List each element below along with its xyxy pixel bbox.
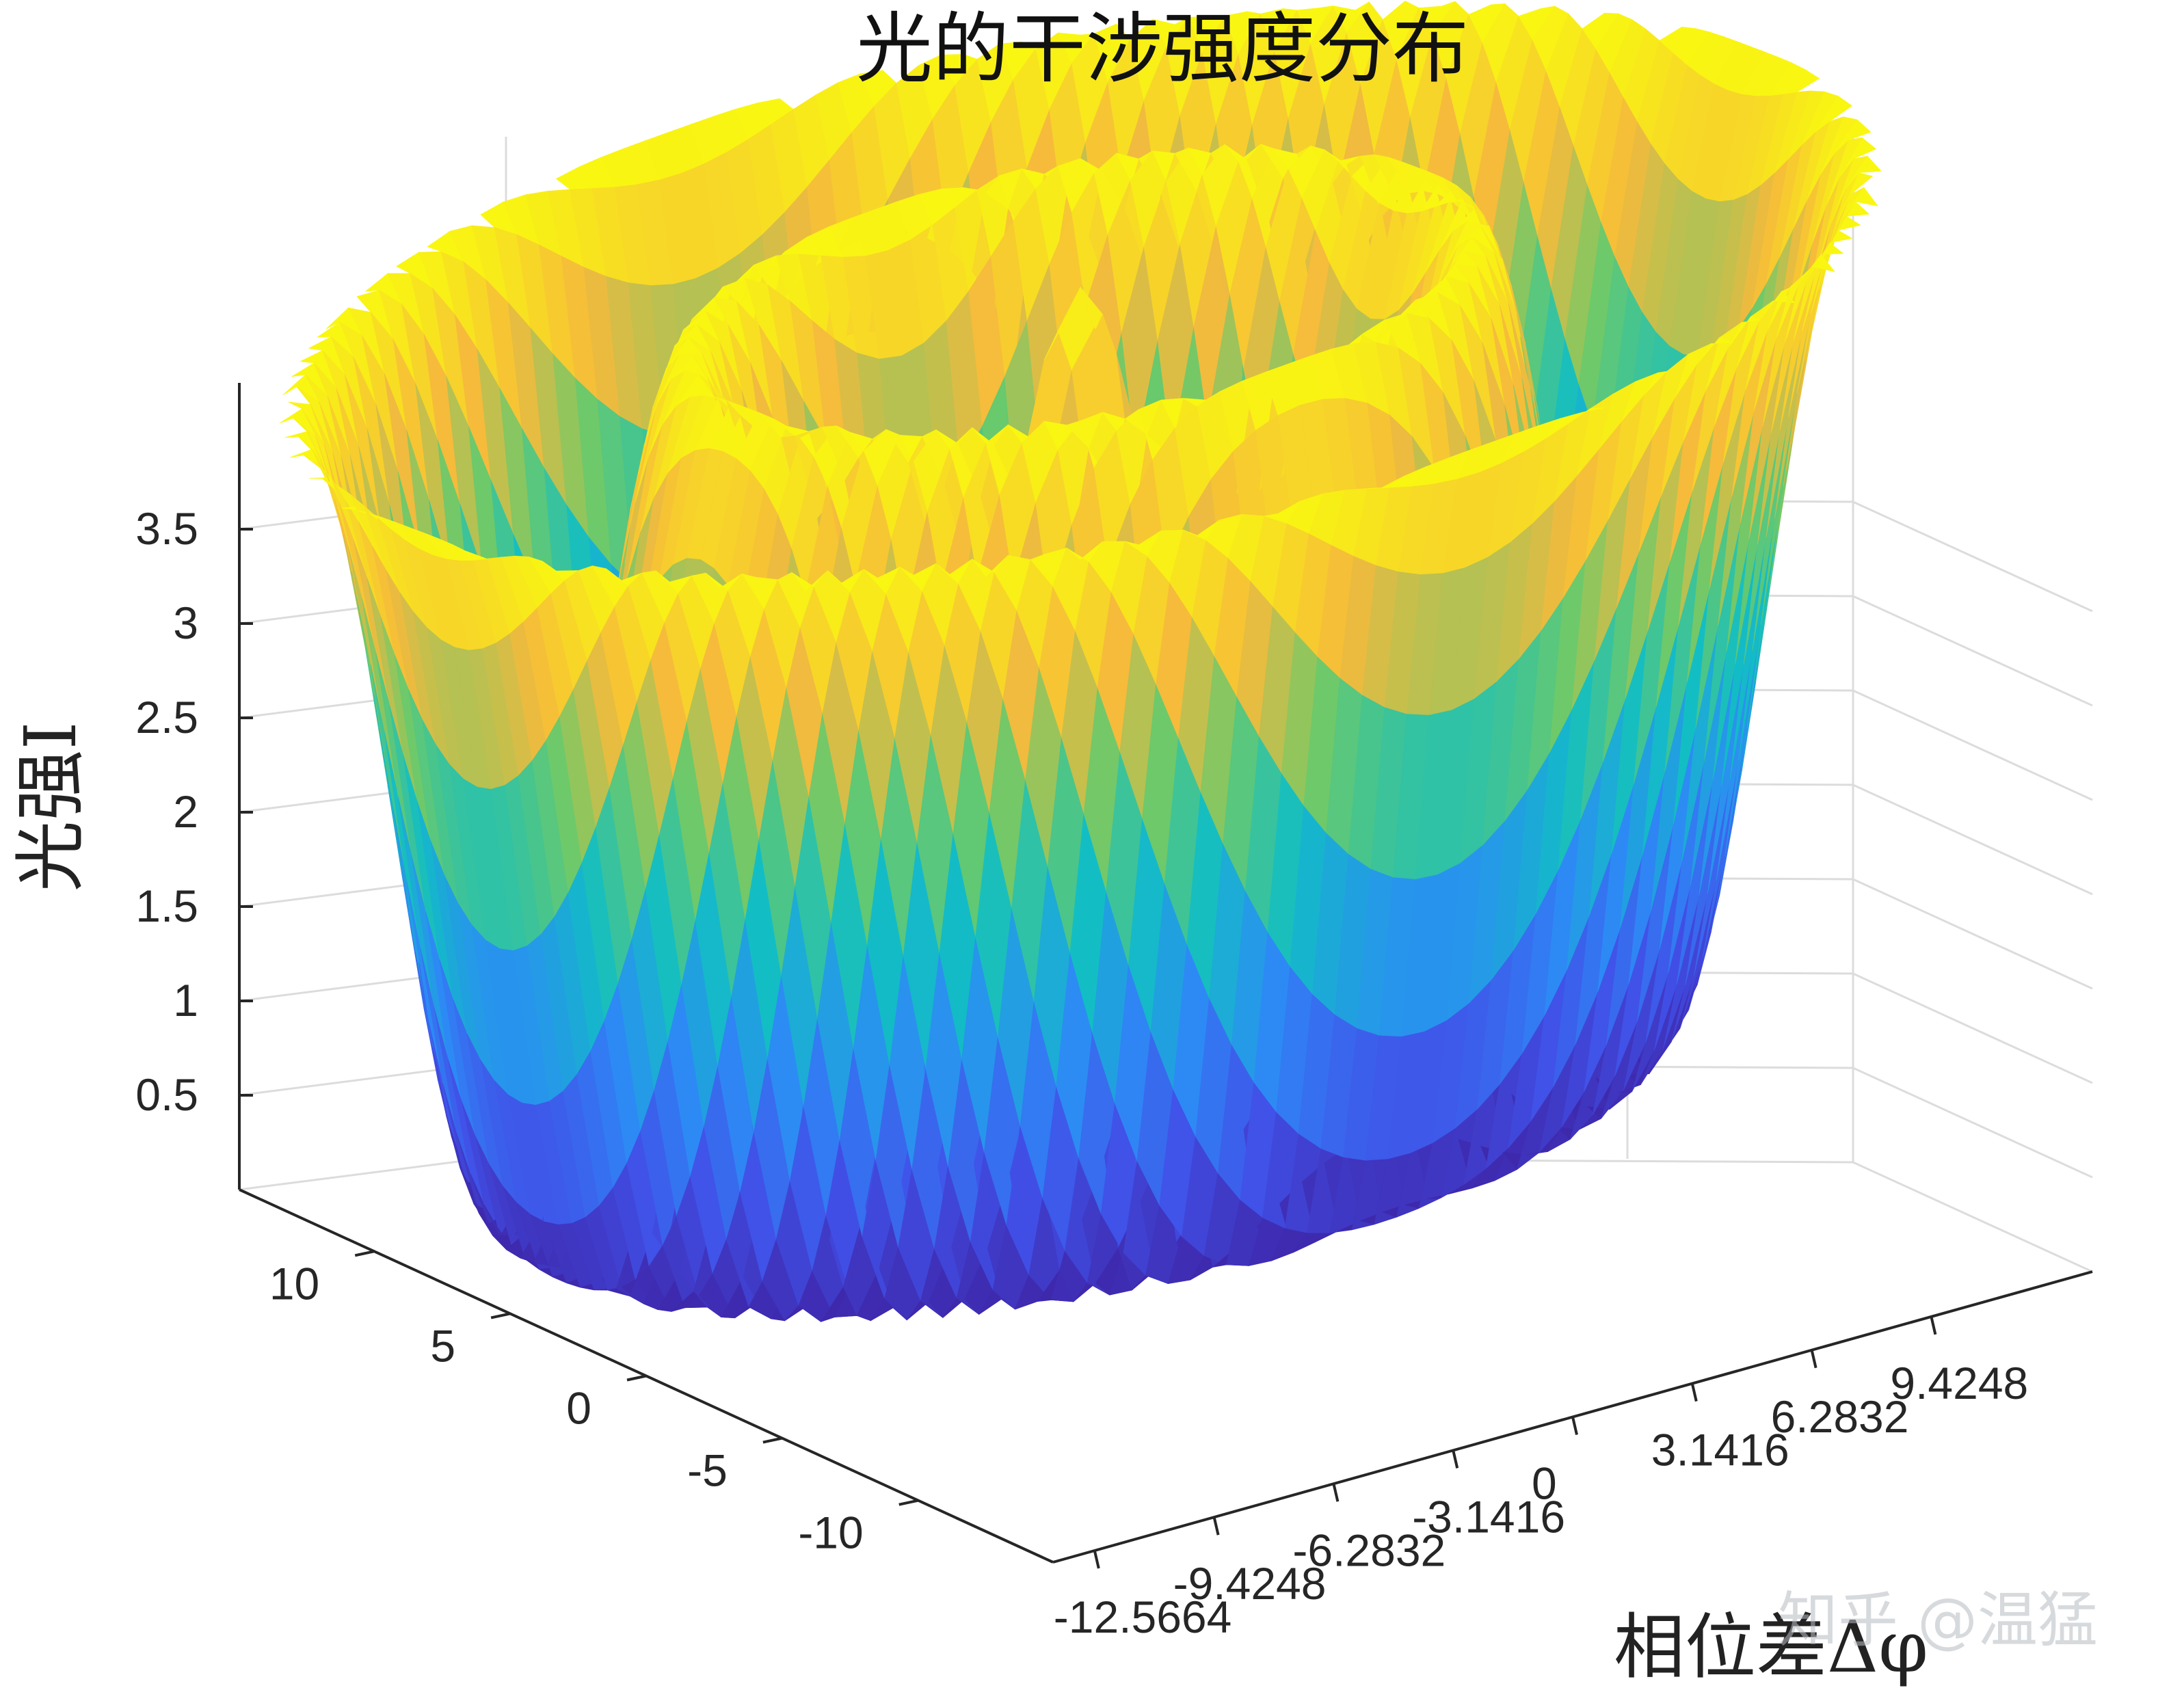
x-tick-label: -6.2832: [1292, 1525, 1446, 1575]
surface-patch: [1697, 337, 1734, 364]
surface-patch: [1835, 119, 1872, 153]
chart-title: 光的干涉强度分布: [856, 5, 1469, 94]
x-tick-mark: [1571, 1417, 1578, 1435]
x-tick-mark: [1212, 1516, 1220, 1536]
y-tick-label: 0: [566, 1383, 591, 1434]
z-tick-label: 0.5: [135, 1069, 198, 1120]
x-tick-label: 9.4248: [1890, 1358, 2028, 1408]
z-tick-label: 2.5: [135, 692, 198, 742]
x-tick-mark: [1690, 1383, 1698, 1402]
surface-patch: [1568, 407, 1605, 424]
x-axis-label: 相位差Δφ: [1614, 1605, 1928, 1689]
surface-patch: [1768, 281, 1805, 330]
y-tick-mark: [898, 1499, 919, 1506]
y-tick-label: -5: [687, 1445, 728, 1496]
x-tick-label: -9.4248: [1173, 1558, 1327, 1609]
surface-patch: [1845, 155, 1882, 190]
z-tick-label: 2: [173, 786, 198, 837]
y-tick-label: 10: [269, 1258, 319, 1309]
y-tick-label: 5: [430, 1320, 455, 1371]
z-axis-label: 光强I: [9, 721, 92, 892]
surface-patch: [1839, 137, 1877, 177]
watermark: 知乎 @温猛: [1778, 1585, 2098, 1655]
x-tick-label: -12.5664: [1054, 1592, 1232, 1642]
surface-plot: [279, 1, 1882, 1322]
z-tick-label: 1.5: [135, 881, 198, 931]
x-tick-mark: [1810, 1350, 1817, 1369]
y-tick-mark: [762, 1436, 783, 1444]
y-tick-mark: [490, 1312, 511, 1320]
x-tick-label: 6.2832: [1771, 1391, 1909, 1442]
x-tick-mark: [1093, 1550, 1100, 1569]
surface-patch: [1783, 69, 1820, 94]
x-tick-label: -3.1416: [1412, 1491, 1565, 1542]
x-tick-mark: [1930, 1316, 1937, 1335]
z-tick-label: 3.5: [135, 503, 198, 554]
surface-patch: [1815, 96, 1853, 132]
surface-patch: [1841, 187, 1878, 218]
x-tick-mark: [1332, 1483, 1340, 1502]
tick-labels: 3.532.521.510.51050-5-10-12.5664-9.4248-…: [135, 503, 2028, 1642]
y-tick-mark: [354, 1250, 375, 1257]
z-tick-label: 3: [173, 598, 198, 648]
x-tick-label: 3.1416: [1651, 1425, 1789, 1475]
x-tick-mark: [1452, 1449, 1459, 1469]
y-tick-mark: [626, 1374, 647, 1382]
y-tick-label: -10: [798, 1508, 863, 1558]
z-tick-label: 1: [173, 975, 198, 1026]
x-tick-label: 0: [1532, 1458, 1557, 1509]
